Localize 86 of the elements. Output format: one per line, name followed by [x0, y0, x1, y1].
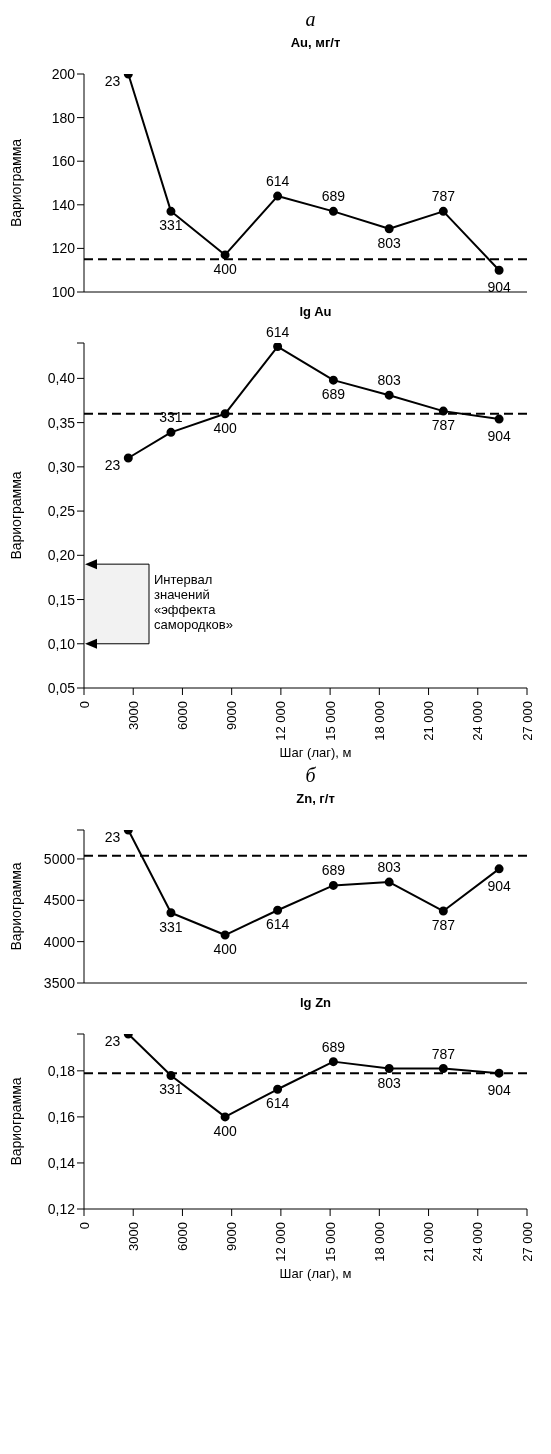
annotation: 803 — [377, 372, 402, 389]
chart-title: Au, мг/т — [289, 35, 342, 50]
x-tick-label: 6000 — [174, 1222, 190, 1251]
x-tick-label: 0 — [76, 1222, 92, 1230]
y-tick-label: 100 — [51, 283, 76, 300]
annotation: 400 — [213, 941, 237, 958]
x-tick-label: 24 000 — [470, 701, 486, 741]
x-tick-label: 12 000 — [273, 1222, 289, 1262]
annotation: 787 — [431, 917, 456, 934]
y-axis-title: Вариограмма — [7, 471, 24, 560]
x-tick-label: 9000 — [224, 1222, 240, 1251]
x-tick-label: 0 — [76, 701, 92, 709]
annotation: 803 — [377, 234, 402, 251]
y-tick-label: 0,14 — [47, 1154, 76, 1171]
y-tick-label: 120 — [51, 240, 76, 257]
annotation: 23 — [104, 1033, 121, 1049]
y-tick-label: 0,35 — [47, 414, 76, 431]
y-tick-label: 160 — [51, 153, 76, 170]
y-tick-label: 0,30 — [47, 458, 76, 475]
annotation: 904 — [487, 877, 511, 894]
x-tick-label: 6000 — [174, 701, 190, 730]
x-tick-label: 27 000 — [519, 1222, 535, 1262]
x-tick-label: 27 000 — [519, 701, 535, 741]
y-tick-label: 140 — [51, 196, 76, 213]
annotation: 689 — [321, 1038, 346, 1055]
x-tick-label: 9000 — [224, 701, 240, 730]
y-tick-label: 0,18 — [47, 1062, 76, 1079]
x-tick-label: 15 000 — [322, 701, 338, 741]
x-tick-label: 21 000 — [421, 701, 437, 741]
annotation: 400 — [213, 419, 237, 436]
annotation: 23 — [104, 73, 121, 89]
annotation: 689 — [321, 188, 346, 205]
annotation: 331 — [159, 217, 183, 234]
text: б — [304, 764, 317, 787]
y-tick-label: 0,16 — [47, 1108, 76, 1125]
annotation: 803 — [377, 1074, 402, 1091]
annotation: 23 — [104, 457, 121, 473]
x-tick-label: 18 000 — [371, 701, 387, 741]
x-tick-label: 15 000 — [322, 1222, 338, 1262]
y-axis-title: Вариограмма — [7, 1077, 24, 1166]
chart-title: lg Au — [298, 304, 333, 319]
x-axis-title: Шаг (лаг), м — [278, 745, 353, 760]
y-tick-label: 0,12 — [47, 1200, 76, 1217]
y-tick-label: 5000 — [43, 850, 76, 867]
x-tick-label: 3000 — [125, 1222, 141, 1251]
annotation: 689 — [321, 862, 346, 879]
annotation: 803 — [377, 859, 402, 876]
annotation: 614 — [265, 916, 290, 933]
chart-title: Zn, г/т — [295, 791, 336, 806]
y-tick-label: 180 — [51, 109, 76, 126]
y-tick-label: 4500 — [43, 892, 76, 909]
band-label: Интервал значений «эффекта самородков» — [154, 572, 233, 633]
y-axis-title: Вариограмма — [7, 138, 24, 228]
annotation: 614 — [265, 173, 290, 190]
y-tick-label: 0,15 — [47, 591, 76, 608]
y-tick-label: 200 — [51, 65, 76, 82]
annotation: 331 — [159, 918, 183, 935]
y-tick-label: 0,25 — [47, 503, 76, 520]
annotation: 787 — [431, 417, 456, 434]
annotation: 331 — [159, 1081, 183, 1098]
annotation: 787 — [431, 1045, 456, 1062]
annotation: 689 — [321, 386, 346, 403]
x-tick-label: 21 000 — [421, 1222, 437, 1262]
annotation: 904 — [487, 428, 511, 445]
y-tick-label: 0,10 — [47, 635, 76, 652]
chart-title: lg Zn — [298, 995, 332, 1010]
annotation: 400 — [213, 1122, 237, 1139]
annotation: 614 — [265, 323, 290, 340]
annotation: 787 — [431, 188, 456, 205]
y-tick-label: 4000 — [43, 933, 76, 950]
annotation: 400 — [213, 260, 237, 277]
y-axis-title: Вариограмма — [7, 862, 24, 951]
x-axis-title: Шаг (лаг), м — [278, 1266, 353, 1281]
x-tick-label: 3000 — [125, 701, 141, 730]
y-tick-label: 3500 — [43, 974, 76, 991]
annotation: 614 — [265, 1095, 290, 1112]
y-tick-label: 0,20 — [47, 547, 76, 564]
x-tick-label: 24 000 — [470, 1222, 486, 1262]
x-tick-label: 12 000 — [273, 701, 289, 741]
x-tick-label: 18 000 — [371, 1222, 387, 1262]
y-tick-label: 0,40 — [47, 370, 76, 387]
text: а — [304, 8, 317, 31]
annotation: 904 — [487, 279, 511, 296]
annotation: 904 — [487, 1082, 511, 1099]
y-tick-label: 0,05 — [47, 679, 76, 696]
annotation: 23 — [104, 829, 121, 845]
